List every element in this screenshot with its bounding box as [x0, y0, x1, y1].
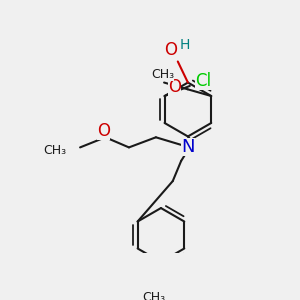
Text: O: O: [97, 122, 110, 140]
Text: Cl: Cl: [195, 72, 212, 90]
Text: O: O: [168, 78, 181, 96]
Text: CH₃: CH₃: [44, 144, 67, 157]
Text: CH₃: CH₃: [142, 291, 166, 300]
Text: CH₃: CH₃: [151, 68, 174, 81]
Text: N: N: [181, 138, 195, 156]
Text: H: H: [179, 38, 190, 52]
Text: O: O: [165, 41, 178, 59]
